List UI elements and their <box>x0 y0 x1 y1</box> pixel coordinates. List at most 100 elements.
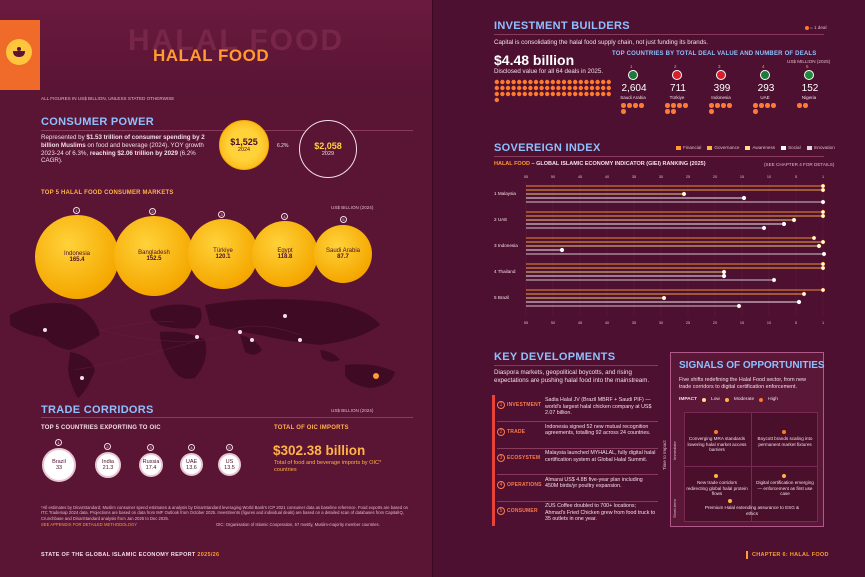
deal-dot <box>500 91 505 97</box>
signals-axis-shortterm: Short-term <box>672 499 677 518</box>
rank-dot <box>801 291 807 297</box>
deal-dot <box>578 85 583 91</box>
signal-dot <box>714 430 718 434</box>
deal-dot <box>606 79 611 85</box>
exporter-name: India <box>102 459 114 465</box>
deal-dot <box>561 91 567 97</box>
key-dev-text: Almarai US$ 4.8B five-year plan includin… <box>545 476 643 490</box>
deal-dot <box>567 79 572 85</box>
investment-intro: Capital is consolidating the halal food … <box>494 39 708 46</box>
footnote: *All estimates by DinarStandard; Muslim … <box>41 505 409 521</box>
market-name: Bangladesh <box>138 250 170 256</box>
market-value: 118.8 <box>277 254 293 260</box>
deal-dot <box>556 79 561 85</box>
key-dev-divider <box>497 474 658 475</box>
key-dev-num: 1 <box>497 401 505 409</box>
legend-swatch <box>781 145 787 150</box>
deal-dot <box>511 79 516 85</box>
signal-item: Digital certification emerging — enforce… <box>756 480 814 497</box>
flag-icon <box>716 70 726 80</box>
deal-dot <box>683 103 688 108</box>
deal-dot <box>771 103 776 108</box>
deal-dot <box>589 91 595 97</box>
legend-swatch <box>707 145 713 150</box>
bubble-2024-year: 2024 <box>237 147 251 153</box>
deal-dot <box>505 91 511 97</box>
tick-label: 55 <box>524 321 528 325</box>
deal-dot <box>715 103 720 108</box>
bubble-2029: $2,058 2029 <box>299 120 357 178</box>
footer-right-mark <box>746 551 748 559</box>
exporter-value: 33 <box>55 465 63 471</box>
deal-dot <box>494 91 499 97</box>
exporter-rank: 1 <box>55 439 62 446</box>
footnote-link[interactable]: SEE APPENDIX FOR DETAILED METHODOLOGY <box>41 522 138 527</box>
signals-intro: Five shifts redefining the Halal Food se… <box>679 377 807 390</box>
tick-label: 25 <box>686 321 690 325</box>
exporter-name: US <box>225 458 234 465</box>
key-dev-num: 2 <box>497 427 505 436</box>
deal-dot <box>533 85 539 91</box>
signals-grid-vline <box>751 412 752 522</box>
country-label: 4 Thailand <box>494 269 516 274</box>
sovereign-legend: Financial Governance Awareness Social Innova… <box>676 145 835 150</box>
consumer-power-heading: CONSUMER POWER <box>41 116 154 128</box>
market-bubble: Saudi Arabia 87.7 <box>314 225 372 283</box>
exporter-value: 13.5 <box>224 464 235 471</box>
key-dev-text: Indonesia signed 52 new mutual recogniti… <box>545 423 651 437</box>
key-dev-heading: KEY DEVELOPMENTS <box>494 351 616 363</box>
deal-dot <box>545 91 550 97</box>
consumer-power-text: Represented by $1.53 trillion of consume… <box>41 134 213 165</box>
cp-text-e: (6.2% CAGR). <box>41 149 196 165</box>
deal-dot <box>589 85 595 91</box>
exporter-value: 17.4 <box>145 465 157 471</box>
cp-text-d: reaching $2.06 trillion by 2029 <box>89 149 178 157</box>
legend-item: Social <box>781 145 801 150</box>
impact-moderate-dot <box>724 397 729 402</box>
top-countries-unit: US$ MILLION (2025) <box>787 59 831 64</box>
deal-dot <box>550 91 555 97</box>
country-label: 1 Malaysia <box>494 191 516 196</box>
key-dev-text: ZUS Coffee doubled to 700+ locations; Ah… <box>545 503 656 523</box>
footer-right: CHAPTER 6: HALAL FOOD <box>752 552 829 558</box>
deal-dot <box>533 91 539 97</box>
logo-badge-inner <box>6 39 32 65</box>
world-map <box>10 299 395 398</box>
key-dev-row: 2 TRADE Indonesia signed 52 new mutual rec… <box>492 423 658 449</box>
rank-dot <box>821 251 826 257</box>
key-dev-row: 1 INVESTMENT Sadia Halal JV (Brazil MBRF +… <box>492 396 658 422</box>
deal-dot <box>709 103 714 108</box>
exporter-badge: UAE 13.6 <box>180 453 203 476</box>
rank-dot <box>721 273 727 279</box>
imports-value: $302.38 billion <box>273 443 366 458</box>
rank-dot <box>820 265 826 271</box>
market-rank: 3 <box>218 211 225 218</box>
legend-swatch <box>806 145 812 150</box>
deal-dot <box>517 91 522 97</box>
rank-dot <box>681 191 687 197</box>
deal-dot <box>633 103 638 108</box>
rank-dot <box>820 199 826 205</box>
key-dev-divider <box>497 447 658 448</box>
signals-axis-label: Time to Impact <box>662 440 667 470</box>
market-rank: 4 <box>281 213 288 220</box>
rank-dot <box>820 187 826 193</box>
flag-icon <box>628 70 638 80</box>
legend-label: Social <box>788 145 801 150</box>
market-name: Türkiye <box>213 248 233 254</box>
impact-high: High <box>768 397 778 402</box>
rank-dot <box>820 213 826 219</box>
rank-dot <box>820 183 826 189</box>
deal-dot <box>522 85 527 91</box>
cp-text-b: $1.53 trillion of consumer spending by 2… <box>41 134 205 149</box>
market-value: 152.5 <box>146 256 162 262</box>
signal-item: New trade corridors redirecting global h… <box>686 480 748 497</box>
rank-dot <box>811 235 817 241</box>
deal-dot <box>606 91 611 97</box>
deal-dot <box>556 85 561 91</box>
exporters-heading: TOP 5 COUNTRIES EXPORTING TO OIC <box>41 425 161 431</box>
deal-dot <box>545 79 550 85</box>
bubble-2029-year: 2029 <box>321 151 335 157</box>
tick-label: 45 <box>578 321 582 325</box>
